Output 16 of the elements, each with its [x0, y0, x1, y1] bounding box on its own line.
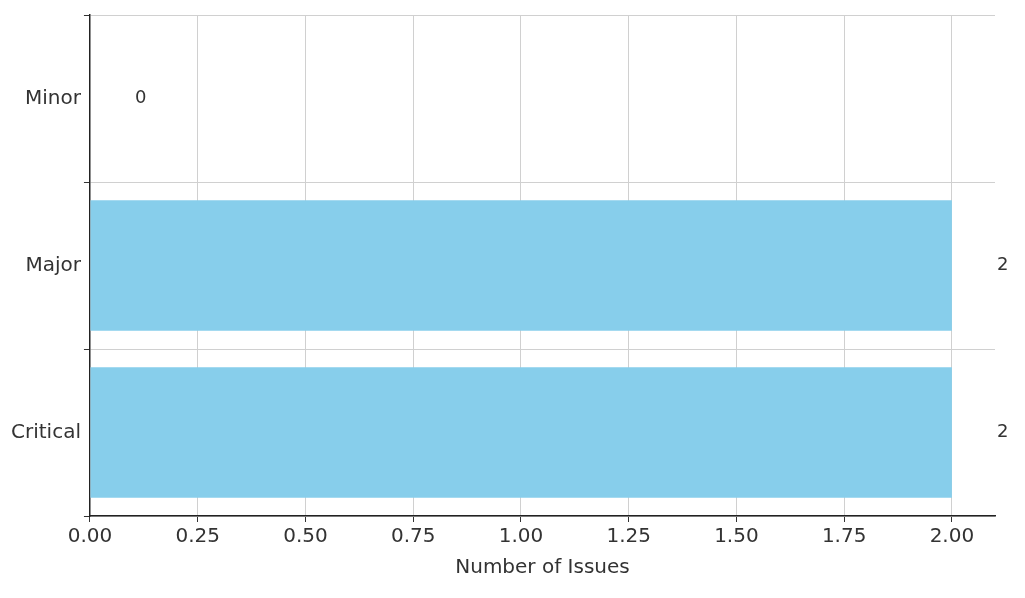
- x-tick-label: 0.50: [283, 523, 328, 548]
- y-tick-label: Minor: [25, 84, 82, 109]
- x-tick-label: 0.75: [390, 523, 436, 548]
- x-tick-label: 0.25: [175, 523, 220, 548]
- data-label: 2: [996, 420, 1009, 442]
- x-tick-label: 1.00: [498, 523, 544, 548]
- data-label: 0: [134, 86, 147, 108]
- y-tick-label: Major: [25, 251, 82, 276]
- x-tick-label: 1.50: [714, 523, 759, 548]
- x-tick-label: 1.25: [606, 523, 651, 548]
- x-axis-title: Number of Issues: [455, 554, 630, 579]
- y-tick-label: Critical: [11, 418, 81, 443]
- x-tick-label: 0.00: [67, 523, 113, 548]
- x-tick-label: 1.75: [821, 523, 867, 548]
- x-tick-label: 2.00: [929, 523, 975, 548]
- data-label: 2: [996, 253, 1009, 275]
